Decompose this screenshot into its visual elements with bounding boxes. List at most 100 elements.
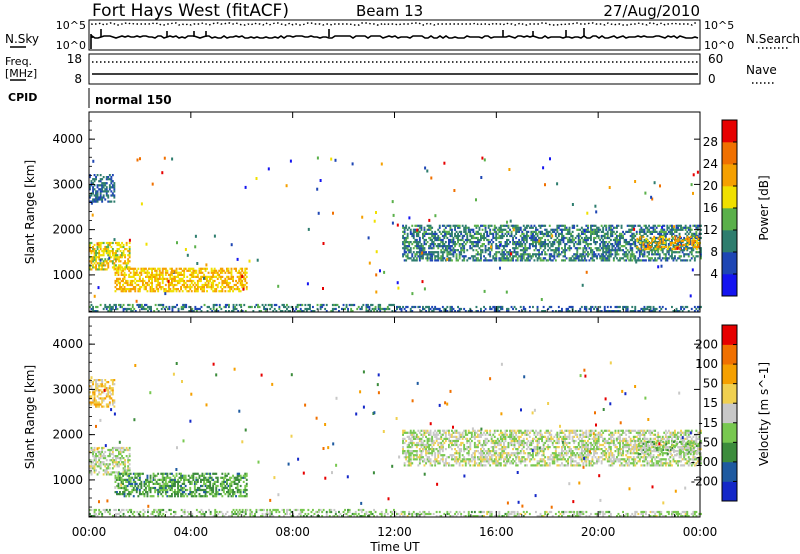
power-echo-cell: [245, 286, 248, 289]
power-echo-cell: [535, 228, 537, 231]
power-echo-cell: [449, 259, 452, 262]
velocity-echo-cell: [236, 488, 239, 492]
power-echo-cell: [114, 286, 117, 289]
velocity-echo-cell: [244, 508, 247, 512]
power-echo-cell: [603, 259, 606, 262]
velocity-echo-cell: [117, 484, 120, 488]
power-echo-cell: [181, 279, 184, 283]
power-echo-cell: [412, 257, 415, 260]
power-echo-cell: [107, 248, 110, 251]
power-echo-cell: [368, 305, 371, 309]
power-echo-cell: [467, 228, 470, 231]
power-echo-cell: [639, 248, 642, 251]
velocity-echo-cell: [148, 480, 150, 483]
power-echo-cell: [495, 230, 498, 233]
velocity-echo-cell: [239, 474, 242, 477]
power-echo-cell: [652, 228, 655, 231]
power-echo-cell: [441, 234, 444, 238]
power-echo-cell: [380, 307, 383, 311]
power-echo-cell: [309, 303, 311, 307]
power-echo-cell: [585, 236, 588, 240]
velocity-echo-cell: [210, 491, 213, 494]
power-echo-cell: [694, 239, 697, 242]
power-echo-cell: [454, 310, 456, 313]
velocity-echo-cell: [120, 478, 123, 481]
power-echo-cell: [654, 238, 657, 242]
velocity-echo-cell: [190, 495, 193, 498]
power-echo-cell: [244, 279, 247, 283]
velocity-echo-cell: [118, 508, 120, 512]
power-echo-cell: [593, 259, 595, 262]
power-echo-cell: [128, 248, 131, 251]
power-echo-cell: [515, 307, 518, 311]
power-echo-cell: [114, 279, 117, 283]
power-echo-cell: [457, 310, 459, 313]
power-echo-cell: [164, 267, 167, 270]
power-echo-cell: [681, 226, 684, 229]
velocity-echo-cell: [241, 510, 244, 514]
power-echo-cell: [568, 236, 571, 240]
power-echo-cell: [161, 275, 164, 278]
power-echo-cell: [102, 260, 105, 263]
power-echo-cell: [148, 307, 151, 311]
power-echo-cell: [671, 236, 674, 240]
power-echo-cell: [548, 253, 551, 256]
power-echo-cell: [123, 290, 126, 293]
velocity-echo-cell: [122, 512, 125, 516]
power-echo-cell: [128, 269, 131, 272]
power-echo-cell: [142, 267, 144, 270]
power-echo-cell: [412, 228, 415, 231]
power-echo-cell: [657, 251, 660, 254]
power-echo-cell: [506, 245, 508, 248]
power-echo-cell: [645, 259, 647, 262]
power-echo-cell: [383, 307, 386, 311]
power-echo-cell: [161, 271, 164, 274]
power-echo-cell: [568, 232, 571, 235]
power-echo-cell: [215, 283, 218, 287]
velocity-echo-cell: [218, 488, 221, 492]
velocity-echo-cell: [118, 457, 120, 460]
power-echo-cell: [231, 310, 233, 313]
velocity-echo-cell: [193, 484, 196, 488]
power-echo-cell: [443, 161, 446, 165]
power-echo-cell: [98, 243, 101, 247]
velocity-echo-cell: [127, 457, 130, 460]
velocity-echo-cell: [195, 488, 198, 492]
power-echo-cell: [108, 310, 111, 313]
velocity-echo-cell: [293, 508, 296, 512]
power-echo-cell: [210, 277, 213, 280]
velocity-echo-cell: [250, 510, 253, 514]
power-echo-cell: [683, 238, 686, 242]
velocity-echo-cell: [146, 493, 149, 496]
power-echo-cell: [591, 251, 594, 254]
power-echo-cell: [602, 257, 605, 260]
velocity-echo-cell: [128, 476, 131, 479]
power-echo-cell: [101, 241, 104, 245]
power-echo-cell: [693, 232, 696, 235]
power-echo-cell: [164, 273, 167, 276]
velocity-echo-cell: [107, 463, 110, 466]
power-echo-cell: [98, 254, 101, 257]
power-echo-cell: [617, 234, 620, 238]
power-echo-cell: [700, 249, 702, 252]
power-echo-cell: [93, 174, 96, 177]
power-echo-cell: [113, 196, 116, 199]
power-echo-cell: [608, 251, 611, 254]
power-echo-cell: [568, 245, 571, 248]
power-echo-cell: [89, 245, 91, 249]
power-echo-cell: [565, 236, 568, 240]
power-echo-cell: [365, 303, 368, 307]
power-echo-cell: [651, 241, 653, 244]
power-echo-cell: [438, 245, 441, 248]
velocity-echo-cell: [173, 515, 175, 518]
velocity-echo-cell: [111, 381, 114, 384]
power-echo-cell: [503, 228, 505, 231]
power-echo-cell: [415, 247, 418, 250]
velocity-echo-cell: [177, 493, 179, 496]
power-echo-cell: [429, 238, 432, 242]
power-echo-cell: [415, 224, 418, 227]
power-echo-cell: [671, 238, 673, 242]
power-echo-cell: [368, 307, 371, 311]
velocity-echo-cell: [160, 508, 163, 512]
power-echo-cell: [434, 232, 437, 235]
